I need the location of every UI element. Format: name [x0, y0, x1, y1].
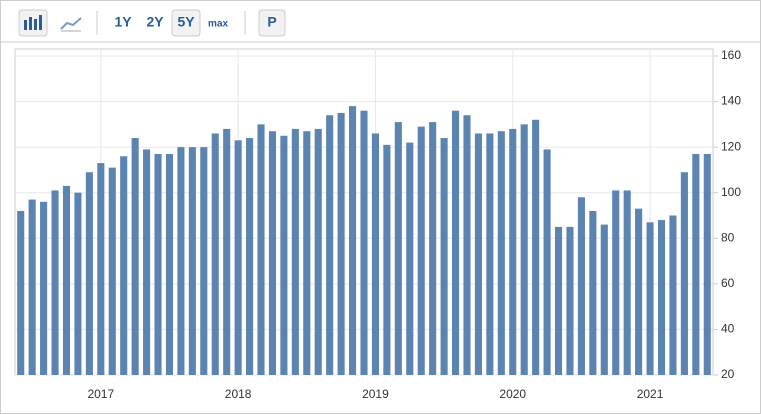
- bar: [51, 190, 59, 375]
- bar: [326, 115, 334, 375]
- bar: [17, 210, 25, 375]
- bar: [646, 222, 654, 375]
- line-chart-button[interactable]: [60, 17, 82, 32]
- bar: [108, 167, 116, 375]
- bar: [692, 153, 700, 375]
- x-tick-label: 2017: [87, 387, 114, 401]
- y-tick-label: 120: [721, 139, 741, 153]
- bar: [612, 190, 620, 375]
- y-tick-label: 140: [721, 94, 741, 108]
- bar: [371, 133, 379, 375]
- bar: [394, 122, 402, 375]
- x-tick-label: 2019: [362, 387, 389, 401]
- bar: [291, 128, 299, 375]
- bar: [74, 192, 82, 375]
- y-tick-label: 80: [721, 230, 735, 244]
- bar: [509, 128, 517, 375]
- x-tick-label: 2020: [499, 387, 526, 401]
- bar: [349, 106, 357, 375]
- bar: [360, 110, 368, 375]
- bar: [177, 147, 185, 375]
- bar: [429, 122, 437, 375]
- bar: [520, 124, 528, 375]
- range-button[interactable]: max: [208, 19, 228, 30]
- bar: [623, 190, 631, 375]
- bar: [497, 131, 505, 375]
- bar: [600, 224, 608, 375]
- bar: [246, 138, 254, 375]
- y-tick-label: 60: [721, 276, 735, 290]
- bar: [451, 110, 460, 375]
- bar: [165, 153, 174, 375]
- bar: [406, 142, 414, 375]
- bar: [669, 215, 677, 375]
- bar: [566, 226, 574, 375]
- bar: [143, 149, 151, 375]
- print-button[interactable]: P: [267, 14, 276, 30]
- y-tick-label: 20: [721, 367, 735, 381]
- bar: [188, 147, 196, 375]
- bar-chart-button[interactable]: [18, 9, 48, 37]
- bar: [417, 126, 425, 375]
- x-tick-label: 2018: [225, 387, 252, 401]
- bar: [589, 210, 597, 375]
- bar: [234, 140, 242, 375]
- range-button[interactable]: 5Y: [177, 14, 195, 30]
- bar: [440, 138, 448, 375]
- print-button-bg: [258, 9, 286, 37]
- bar: [200, 147, 208, 375]
- bar: [486, 133, 494, 375]
- bar: [543, 149, 551, 375]
- bar: [703, 153, 711, 375]
- bar: [635, 208, 643, 375]
- bar: [85, 172, 93, 375]
- bar: [257, 124, 265, 375]
- bar: [383, 144, 391, 375]
- bar: [314, 128, 322, 375]
- range-button[interactable]: 2Y: [146, 14, 164, 30]
- bar: [97, 163, 105, 375]
- bar: [211, 133, 219, 375]
- bar: [303, 131, 311, 375]
- y-tick-label: 40: [721, 322, 735, 336]
- bar: [131, 138, 139, 375]
- y-tick-label: 100: [721, 185, 741, 199]
- bar: [120, 156, 128, 375]
- bar: [62, 185, 71, 375]
- bar: [280, 135, 288, 375]
- bar: [28, 199, 36, 375]
- y-tick-label: 160: [721, 48, 741, 62]
- x-tick-label: 2021: [637, 387, 664, 401]
- range-button[interactable]: 1Y: [114, 14, 132, 30]
- active-range-bg: [171, 9, 201, 37]
- bar: [268, 131, 277, 375]
- bar: [463, 115, 471, 375]
- bar: [577, 197, 585, 375]
- bar: [223, 128, 231, 375]
- bar: [532, 119, 540, 375]
- bar: [554, 226, 563, 375]
- bar: [154, 153, 162, 375]
- bar: [40, 201, 48, 375]
- bar: [657, 220, 666, 375]
- bar: [337, 112, 345, 375]
- bar: [680, 172, 688, 375]
- bar: [474, 133, 482, 375]
